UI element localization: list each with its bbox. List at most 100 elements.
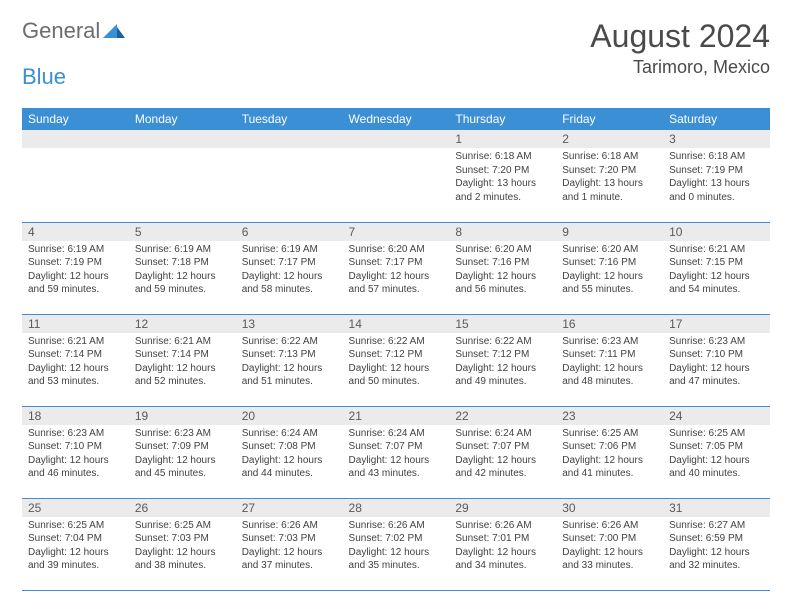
day1-text: Daylight: 13 hours bbox=[455, 177, 550, 191]
cell-body: Sunrise: 6:20 AMSunset: 7:16 PMDaylight:… bbox=[556, 241, 663, 301]
sunrise-text: Sunrise: 6:19 AM bbox=[28, 243, 123, 257]
day-number: 8 bbox=[449, 223, 556, 241]
day1-text: Daylight: 12 hours bbox=[349, 270, 444, 284]
cell-body: Sunrise: 6:25 AMSunset: 7:05 PMDaylight:… bbox=[663, 425, 770, 485]
cell-body: Sunrise: 6:18 AMSunset: 7:19 PMDaylight:… bbox=[663, 148, 770, 208]
day2-text: and 50 minutes. bbox=[349, 375, 444, 389]
calendar-cell: 14Sunrise: 6:22 AMSunset: 7:12 PMDayligh… bbox=[343, 314, 450, 406]
cell-body: Sunrise: 6:21 AMSunset: 7:14 PMDaylight:… bbox=[129, 333, 236, 393]
calendar-cell: 10Sunrise: 6:21 AMSunset: 7:15 PMDayligh… bbox=[663, 222, 770, 314]
logo-text-general: General bbox=[22, 18, 100, 44]
day2-text: and 49 minutes. bbox=[455, 375, 550, 389]
sunrise-text: Sunrise: 6:21 AM bbox=[28, 335, 123, 349]
day-number: 11 bbox=[22, 315, 129, 333]
sunrise-text: Sunrise: 6:24 AM bbox=[242, 427, 337, 441]
sunrise-text: Sunrise: 6:26 AM bbox=[242, 519, 337, 533]
sunset-text: Sunset: 7:00 PM bbox=[562, 532, 657, 546]
day1-text: Daylight: 12 hours bbox=[135, 546, 230, 560]
day-number: 23 bbox=[556, 407, 663, 425]
day1-text: Daylight: 12 hours bbox=[242, 546, 337, 560]
day-number: 20 bbox=[236, 407, 343, 425]
calendar-cell: 15Sunrise: 6:22 AMSunset: 7:12 PMDayligh… bbox=[449, 314, 556, 406]
sunset-text: Sunset: 7:13 PM bbox=[242, 348, 337, 362]
calendar-cell: 22Sunrise: 6:24 AMSunset: 7:07 PMDayligh… bbox=[449, 406, 556, 498]
cell-body: Sunrise: 6:19 AMSunset: 7:17 PMDaylight:… bbox=[236, 241, 343, 301]
day2-text: and 47 minutes. bbox=[669, 375, 764, 389]
calendar-cell: 2Sunrise: 6:18 AMSunset: 7:20 PMDaylight… bbox=[556, 130, 663, 222]
sunrise-text: Sunrise: 6:25 AM bbox=[28, 519, 123, 533]
cell-body: Sunrise: 6:24 AMSunset: 7:07 PMDaylight:… bbox=[343, 425, 450, 485]
day-number: 1 bbox=[449, 130, 556, 148]
day-header: Wednesday bbox=[343, 108, 450, 130]
day-number: 31 bbox=[663, 499, 770, 517]
cell-body: Sunrise: 6:18 AMSunset: 7:20 PMDaylight:… bbox=[556, 148, 663, 208]
day-number: 27 bbox=[236, 499, 343, 517]
day1-text: Daylight: 13 hours bbox=[562, 177, 657, 191]
sunrise-text: Sunrise: 6:25 AM bbox=[562, 427, 657, 441]
day2-text: and 58 minutes. bbox=[242, 283, 337, 297]
sunset-text: Sunset: 7:01 PM bbox=[455, 532, 550, 546]
day2-text: and 43 minutes. bbox=[349, 467, 444, 481]
day2-text: and 48 minutes. bbox=[562, 375, 657, 389]
calendar-row: 25Sunrise: 6:25 AMSunset: 7:04 PMDayligh… bbox=[22, 498, 770, 590]
day2-text: and 59 minutes. bbox=[135, 283, 230, 297]
day2-text: and 59 minutes. bbox=[28, 283, 123, 297]
sunrise-text: Sunrise: 6:23 AM bbox=[28, 427, 123, 441]
day2-text: and 34 minutes. bbox=[455, 559, 550, 573]
day1-text: Daylight: 12 hours bbox=[669, 546, 764, 560]
sunset-text: Sunset: 7:10 PM bbox=[28, 440, 123, 454]
day2-text: and 54 minutes. bbox=[669, 283, 764, 297]
title-block: August 2024 Tarimoro, Mexico bbox=[590, 18, 770, 78]
day1-text: Daylight: 12 hours bbox=[562, 362, 657, 376]
cell-body: Sunrise: 6:26 AMSunset: 7:02 PMDaylight:… bbox=[343, 517, 450, 577]
calendar-head: SundayMondayTuesdayWednesdayThursdayFrid… bbox=[22, 108, 770, 130]
cell-body: Sunrise: 6:21 AMSunset: 7:15 PMDaylight:… bbox=[663, 241, 770, 301]
sunrise-text: Sunrise: 6:19 AM bbox=[242, 243, 337, 257]
day1-text: Daylight: 12 hours bbox=[135, 270, 230, 284]
day1-text: Daylight: 12 hours bbox=[242, 270, 337, 284]
sunset-text: Sunset: 7:12 PM bbox=[455, 348, 550, 362]
calendar-cell: 28Sunrise: 6:26 AMSunset: 7:02 PMDayligh… bbox=[343, 498, 450, 590]
day-number: 2 bbox=[556, 130, 663, 148]
day1-text: Daylight: 12 hours bbox=[135, 362, 230, 376]
day2-text: and 40 minutes. bbox=[669, 467, 764, 481]
cell-body: Sunrise: 6:26 AMSunset: 7:00 PMDaylight:… bbox=[556, 517, 663, 577]
calendar-cell: 27Sunrise: 6:26 AMSunset: 7:03 PMDayligh… bbox=[236, 498, 343, 590]
day2-text: and 42 minutes. bbox=[455, 467, 550, 481]
day1-text: Daylight: 12 hours bbox=[135, 454, 230, 468]
cell-body: Sunrise: 6:19 AMSunset: 7:19 PMDaylight:… bbox=[22, 241, 129, 301]
calendar-cell: 29Sunrise: 6:26 AMSunset: 7:01 PMDayligh… bbox=[449, 498, 556, 590]
sunrise-text: Sunrise: 6:22 AM bbox=[242, 335, 337, 349]
day2-text: and 39 minutes. bbox=[28, 559, 123, 573]
calendar-cell: 18Sunrise: 6:23 AMSunset: 7:10 PMDayligh… bbox=[22, 406, 129, 498]
day-number: 30 bbox=[556, 499, 663, 517]
sunset-text: Sunset: 7:02 PM bbox=[349, 532, 444, 546]
cell-body: Sunrise: 6:21 AMSunset: 7:14 PMDaylight:… bbox=[22, 333, 129, 393]
sunrise-text: Sunrise: 6:20 AM bbox=[455, 243, 550, 257]
sunrise-text: Sunrise: 6:20 AM bbox=[349, 243, 444, 257]
day-header: Monday bbox=[129, 108, 236, 130]
day-number: 22 bbox=[449, 407, 556, 425]
day-number: 4 bbox=[22, 223, 129, 241]
sunrise-text: Sunrise: 6:19 AM bbox=[135, 243, 230, 257]
sunrise-text: Sunrise: 6:26 AM bbox=[455, 519, 550, 533]
cell-body: Sunrise: 6:26 AMSunset: 7:03 PMDaylight:… bbox=[236, 517, 343, 577]
cell-body: Sunrise: 6:23 AMSunset: 7:11 PMDaylight:… bbox=[556, 333, 663, 393]
sunset-text: Sunset: 7:06 PM bbox=[562, 440, 657, 454]
day2-text: and 2 minutes. bbox=[455, 191, 550, 205]
calendar-cell: 26Sunrise: 6:25 AMSunset: 7:03 PMDayligh… bbox=[129, 498, 236, 590]
calendar-cell: 6Sunrise: 6:19 AMSunset: 7:17 PMDaylight… bbox=[236, 222, 343, 314]
calendar-cell bbox=[343, 130, 450, 222]
day1-text: Daylight: 12 hours bbox=[455, 546, 550, 560]
day-number: 18 bbox=[22, 407, 129, 425]
location-subtitle: Tarimoro, Mexico bbox=[590, 57, 770, 78]
month-title: August 2024 bbox=[590, 18, 770, 55]
calendar-row: 4Sunrise: 6:19 AMSunset: 7:19 PMDaylight… bbox=[22, 222, 770, 314]
calendar-cell: 16Sunrise: 6:23 AMSunset: 7:11 PMDayligh… bbox=[556, 314, 663, 406]
day2-text: and 51 minutes. bbox=[242, 375, 337, 389]
day1-text: Daylight: 12 hours bbox=[242, 454, 337, 468]
sunrise-text: Sunrise: 6:18 AM bbox=[562, 150, 657, 164]
day-number: 26 bbox=[129, 499, 236, 517]
sunset-text: Sunset: 7:18 PM bbox=[135, 256, 230, 270]
sunrise-text: Sunrise: 6:27 AM bbox=[669, 519, 764, 533]
